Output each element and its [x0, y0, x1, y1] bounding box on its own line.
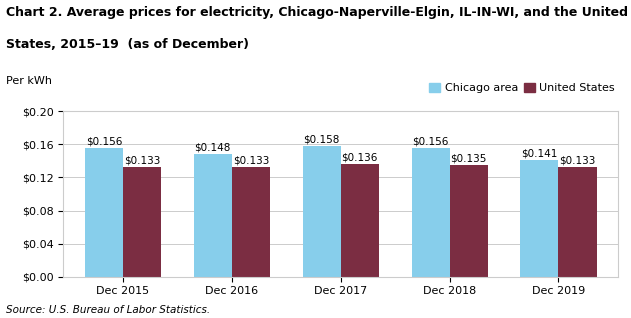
Text: $0.133: $0.133	[233, 155, 269, 165]
Bar	[303, 146, 341, 277]
Bar	[85, 148, 123, 277]
Bar	[411, 148, 450, 277]
Text: $0.135: $0.135	[451, 153, 487, 163]
Bar	[232, 167, 270, 277]
Text: $0.141: $0.141	[521, 149, 558, 158]
Text: $0.133: $0.133	[559, 155, 596, 165]
Text: $0.136: $0.136	[341, 153, 378, 162]
Bar	[341, 164, 379, 277]
Text: States, 2015–19  (as of December): States, 2015–19 (as of December)	[6, 38, 249, 51]
Text: $0.133: $0.133	[124, 155, 160, 165]
Text: $0.158: $0.158	[304, 135, 340, 144]
Bar	[558, 167, 596, 277]
Legend: Chicago area, United States: Chicago area, United States	[425, 79, 619, 98]
Text: Per kWh: Per kWh	[6, 76, 52, 86]
Text: $0.148: $0.148	[194, 143, 231, 153]
Bar	[521, 160, 558, 277]
Text: $0.156: $0.156	[413, 136, 449, 146]
Text: $0.156: $0.156	[86, 136, 122, 146]
Bar	[123, 167, 161, 277]
Text: Source: U.S. Bureau of Labor Statistics.: Source: U.S. Bureau of Labor Statistics.	[6, 305, 210, 315]
Text: Chart 2. Average prices for electricity, Chicago-Naperville-Elgin, IL-IN-WI, and: Chart 2. Average prices for electricity,…	[6, 6, 628, 19]
Bar	[194, 154, 232, 277]
Bar	[450, 165, 488, 277]
